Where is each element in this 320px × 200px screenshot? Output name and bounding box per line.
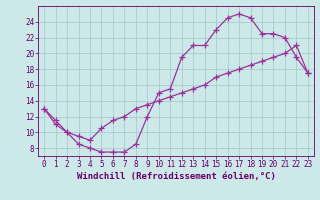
X-axis label: Windchill (Refroidissement éolien,°C): Windchill (Refroidissement éolien,°C): [76, 172, 276, 181]
